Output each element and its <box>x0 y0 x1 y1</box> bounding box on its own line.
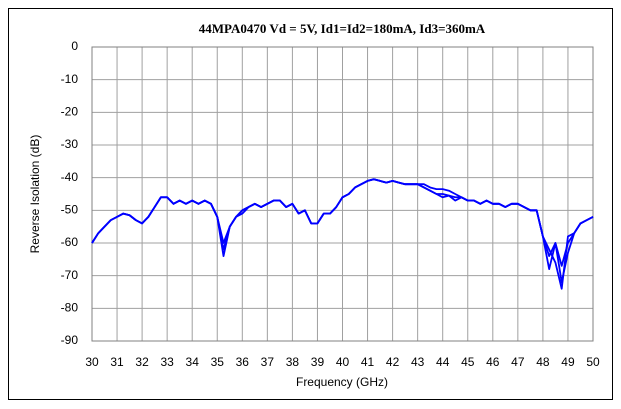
x-tick-label: 43 <box>411 355 425 369</box>
x-tick-label: 50 <box>586 355 600 369</box>
x-tick-label: 39 <box>311 355 325 369</box>
y-tick-label: -20 <box>61 105 79 119</box>
x-tick-label: 30 <box>85 355 99 369</box>
x-tick-label: 36 <box>236 355 250 369</box>
y-tick-label: -10 <box>61 72 79 86</box>
x-tick-label: 46 <box>486 355 500 369</box>
x-tick-label: 48 <box>536 355 550 369</box>
y-axis-label: Reverse Isolation (dB) <box>28 135 42 254</box>
x-tick-label: 35 <box>211 355 225 369</box>
y-tick-label: -30 <box>61 137 79 151</box>
x-tick-label: 44 <box>436 355 450 369</box>
x-tick-label: 33 <box>160 355 174 369</box>
x-tick-label: 32 <box>135 355 149 369</box>
x-tick-label: 49 <box>561 355 575 369</box>
x-tick-label: 47 <box>511 355 525 369</box>
y-tick-label: -40 <box>61 170 79 184</box>
x-tick-label: 31 <box>110 355 124 369</box>
x-tick-label: 38 <box>286 355 300 369</box>
x-tick-label: 37 <box>261 355 275 369</box>
y-tick-label: -90 <box>61 333 79 347</box>
line-series <box>91 178 594 290</box>
y-tick-label: 0 <box>71 39 78 53</box>
x-tick-label: 42 <box>386 355 400 369</box>
y-tick-label: -60 <box>61 235 79 249</box>
y-tick-label: -50 <box>61 203 79 217</box>
x-tick-label: 41 <box>361 355 375 369</box>
y-tick-label: -80 <box>61 301 79 315</box>
x-tick-label: 45 <box>461 355 475 369</box>
x-tick-label: 40 <box>336 355 350 369</box>
x-tick-label: 34 <box>186 355 200 369</box>
chart-title: 44MPA0470 Vd = 5V, Id1=Id2=180mA, Id3=36… <box>199 21 486 36</box>
plot-border <box>91 46 594 342</box>
y-tick-label: -70 <box>61 268 79 282</box>
x-axis-label: Frequency (GHz) <box>296 375 388 389</box>
